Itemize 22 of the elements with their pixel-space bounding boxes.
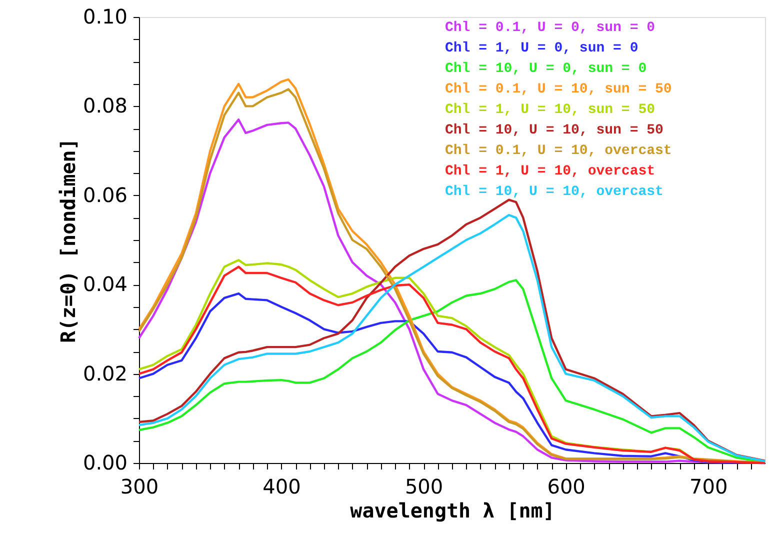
text: Chl = 0.1, U = 10, sun = 50 [445, 82, 672, 98]
y-tick-label: 0.00 [82, 450, 128, 474]
y-tick-label: 0.06 [82, 182, 128, 207]
text: Chl = 10, U = 0, sun = 0 [445, 61, 647, 77]
x-tick-label: 300 [120, 474, 159, 498]
x-axis-title: wavelength λ [nm] [350, 498, 555, 522]
y-tick-label: 0.02 [82, 361, 128, 386]
x-tick-label: 700 [689, 474, 728, 498]
text: Chl = 10, U = 10, sun = 50 [445, 122, 664, 138]
y-tick-label: 0.10 [82, 4, 128, 28]
x-tick-label: 500 [404, 474, 444, 498]
text: Chl = 0.1, U = 10, overcast [445, 143, 672, 159]
y-axis-title: R(z=0) [nondimen] [56, 138, 80, 343]
x-tick-label: 400 [262, 474, 301, 498]
y-tick-label: 0.04 [82, 272, 128, 296]
y-tick-label: 0.08 [82, 94, 128, 118]
text: Chl = 0.1, U = 0, sun = 0 [445, 20, 656, 36]
text: Chl = 1, U = 0, sun = 0 [445, 40, 638, 56]
text: Chl = 1, U = 10, overcast [445, 164, 656, 180]
x-tick-label: 600 [547, 474, 586, 498]
text: Chl = 1, U = 10, sun = 50 [445, 102, 656, 118]
text: Chl = 10, U = 10, overcast [445, 184, 664, 200]
